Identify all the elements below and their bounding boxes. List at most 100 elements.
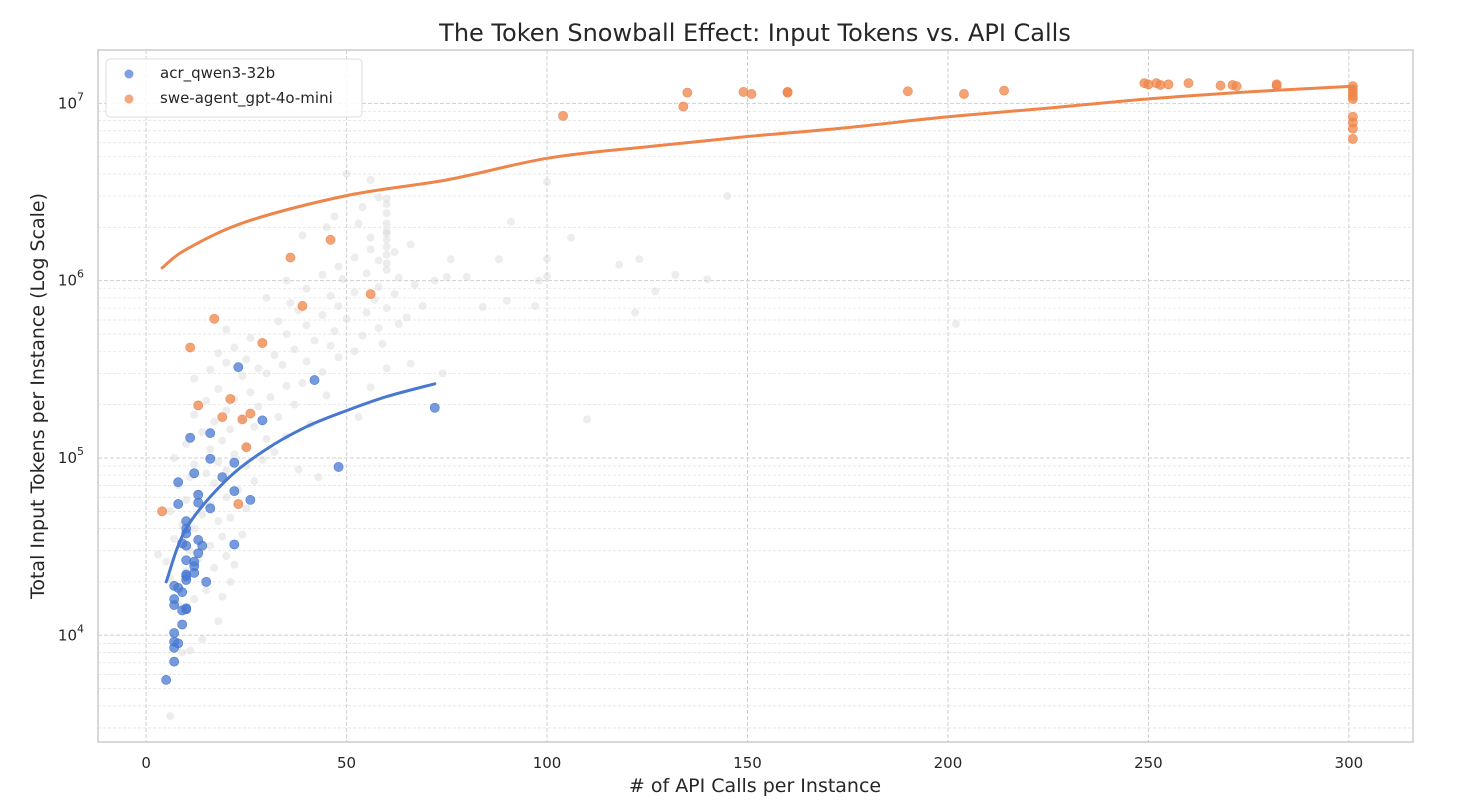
background-point [318,368,327,377]
background-point [350,347,359,356]
swe-agent-point [185,342,196,353]
background-point [326,291,335,300]
background-point [254,402,263,411]
background-point [631,308,640,317]
acr-point [189,468,200,479]
x-tick-label: 100 [533,754,562,772]
background-point [278,360,287,369]
acr-point [169,656,180,667]
background-point [442,272,451,281]
acr-point [233,362,244,373]
acr-point [181,555,192,566]
background-point [703,275,712,284]
swe-agent-point [285,252,296,263]
swe-agent-point [1347,123,1358,134]
background-point [342,169,351,178]
acr-point [309,375,320,385]
background-point [230,450,239,459]
acr-point [193,548,204,559]
acr-point [161,675,172,685]
background-point [382,219,391,228]
x-tick-label: 200 [934,754,963,772]
acr-point [229,486,240,497]
background-point [382,235,391,244]
background-point [310,336,319,345]
swe-agent-point [738,87,749,97]
background-point [322,391,331,400]
background-point [190,410,199,419]
background-point [242,355,251,364]
y-tick-exponent: 4 [77,622,84,635]
background-point [723,192,732,201]
background-point [354,219,363,228]
background-point [318,311,327,320]
background-point [583,415,592,424]
background-point [494,255,503,264]
background-point [382,194,391,203]
background-point [406,359,415,368]
background-point [270,448,279,457]
background-point [635,255,644,264]
acr-point [173,638,184,649]
acr-point [245,495,256,505]
background-point [262,434,271,443]
swe-agent-point [297,301,308,311]
background-point [302,321,311,330]
legend-marker-swe-agent [124,94,134,104]
background-point [210,563,219,572]
background-point [382,259,391,268]
background-point [302,284,311,293]
acr-point [181,569,192,580]
x-axis-label: # of API Calls per Instance [629,775,881,797]
swe-agent-point [959,89,969,99]
background-point [226,513,235,522]
background-point [446,255,455,264]
background-point [394,273,403,282]
legend-label-swe-agent: swe-agent_gpt-4o-mini [160,89,333,108]
background-point [202,585,211,594]
swe-agent-point [558,110,568,121]
background-point [270,351,279,360]
background-point [334,353,343,362]
background-point [222,325,231,334]
background-point [318,270,327,279]
background-points [154,169,960,721]
background-point [206,541,215,550]
swe-agent-point [257,338,268,348]
background-point [206,365,215,374]
background-point [378,339,387,348]
background-point [254,364,263,373]
background-point [366,383,375,392]
background-point [186,646,195,655]
background-point [210,479,219,488]
acr-point [205,503,216,514]
background-point [282,381,291,390]
background-point [274,317,283,326]
y-tick-base: 10 [58,272,77,290]
background-point [322,223,331,232]
swe-agent-point [678,101,689,112]
background-point [286,298,295,307]
background-point [671,270,680,279]
acr-point [205,453,216,464]
background-point [651,287,660,296]
swe-agent-point [157,506,168,517]
background-point [362,269,371,278]
background-point [390,248,399,257]
swe-agent-point [682,87,693,98]
acr-point [229,457,240,468]
acr-point [193,535,204,545]
swe-agent-point [1143,79,1154,90]
swe-agent-point [1163,79,1174,90]
swe-agent-point [746,89,757,99]
background-point [214,517,223,526]
background-point [382,304,391,313]
x-tick-label: 150 [733,754,762,772]
swe-agent-point [1347,134,1358,144]
background-point [478,303,487,312]
swe-agent-point [233,499,244,509]
swe-agent-point [902,86,913,97]
background-point [290,400,299,409]
